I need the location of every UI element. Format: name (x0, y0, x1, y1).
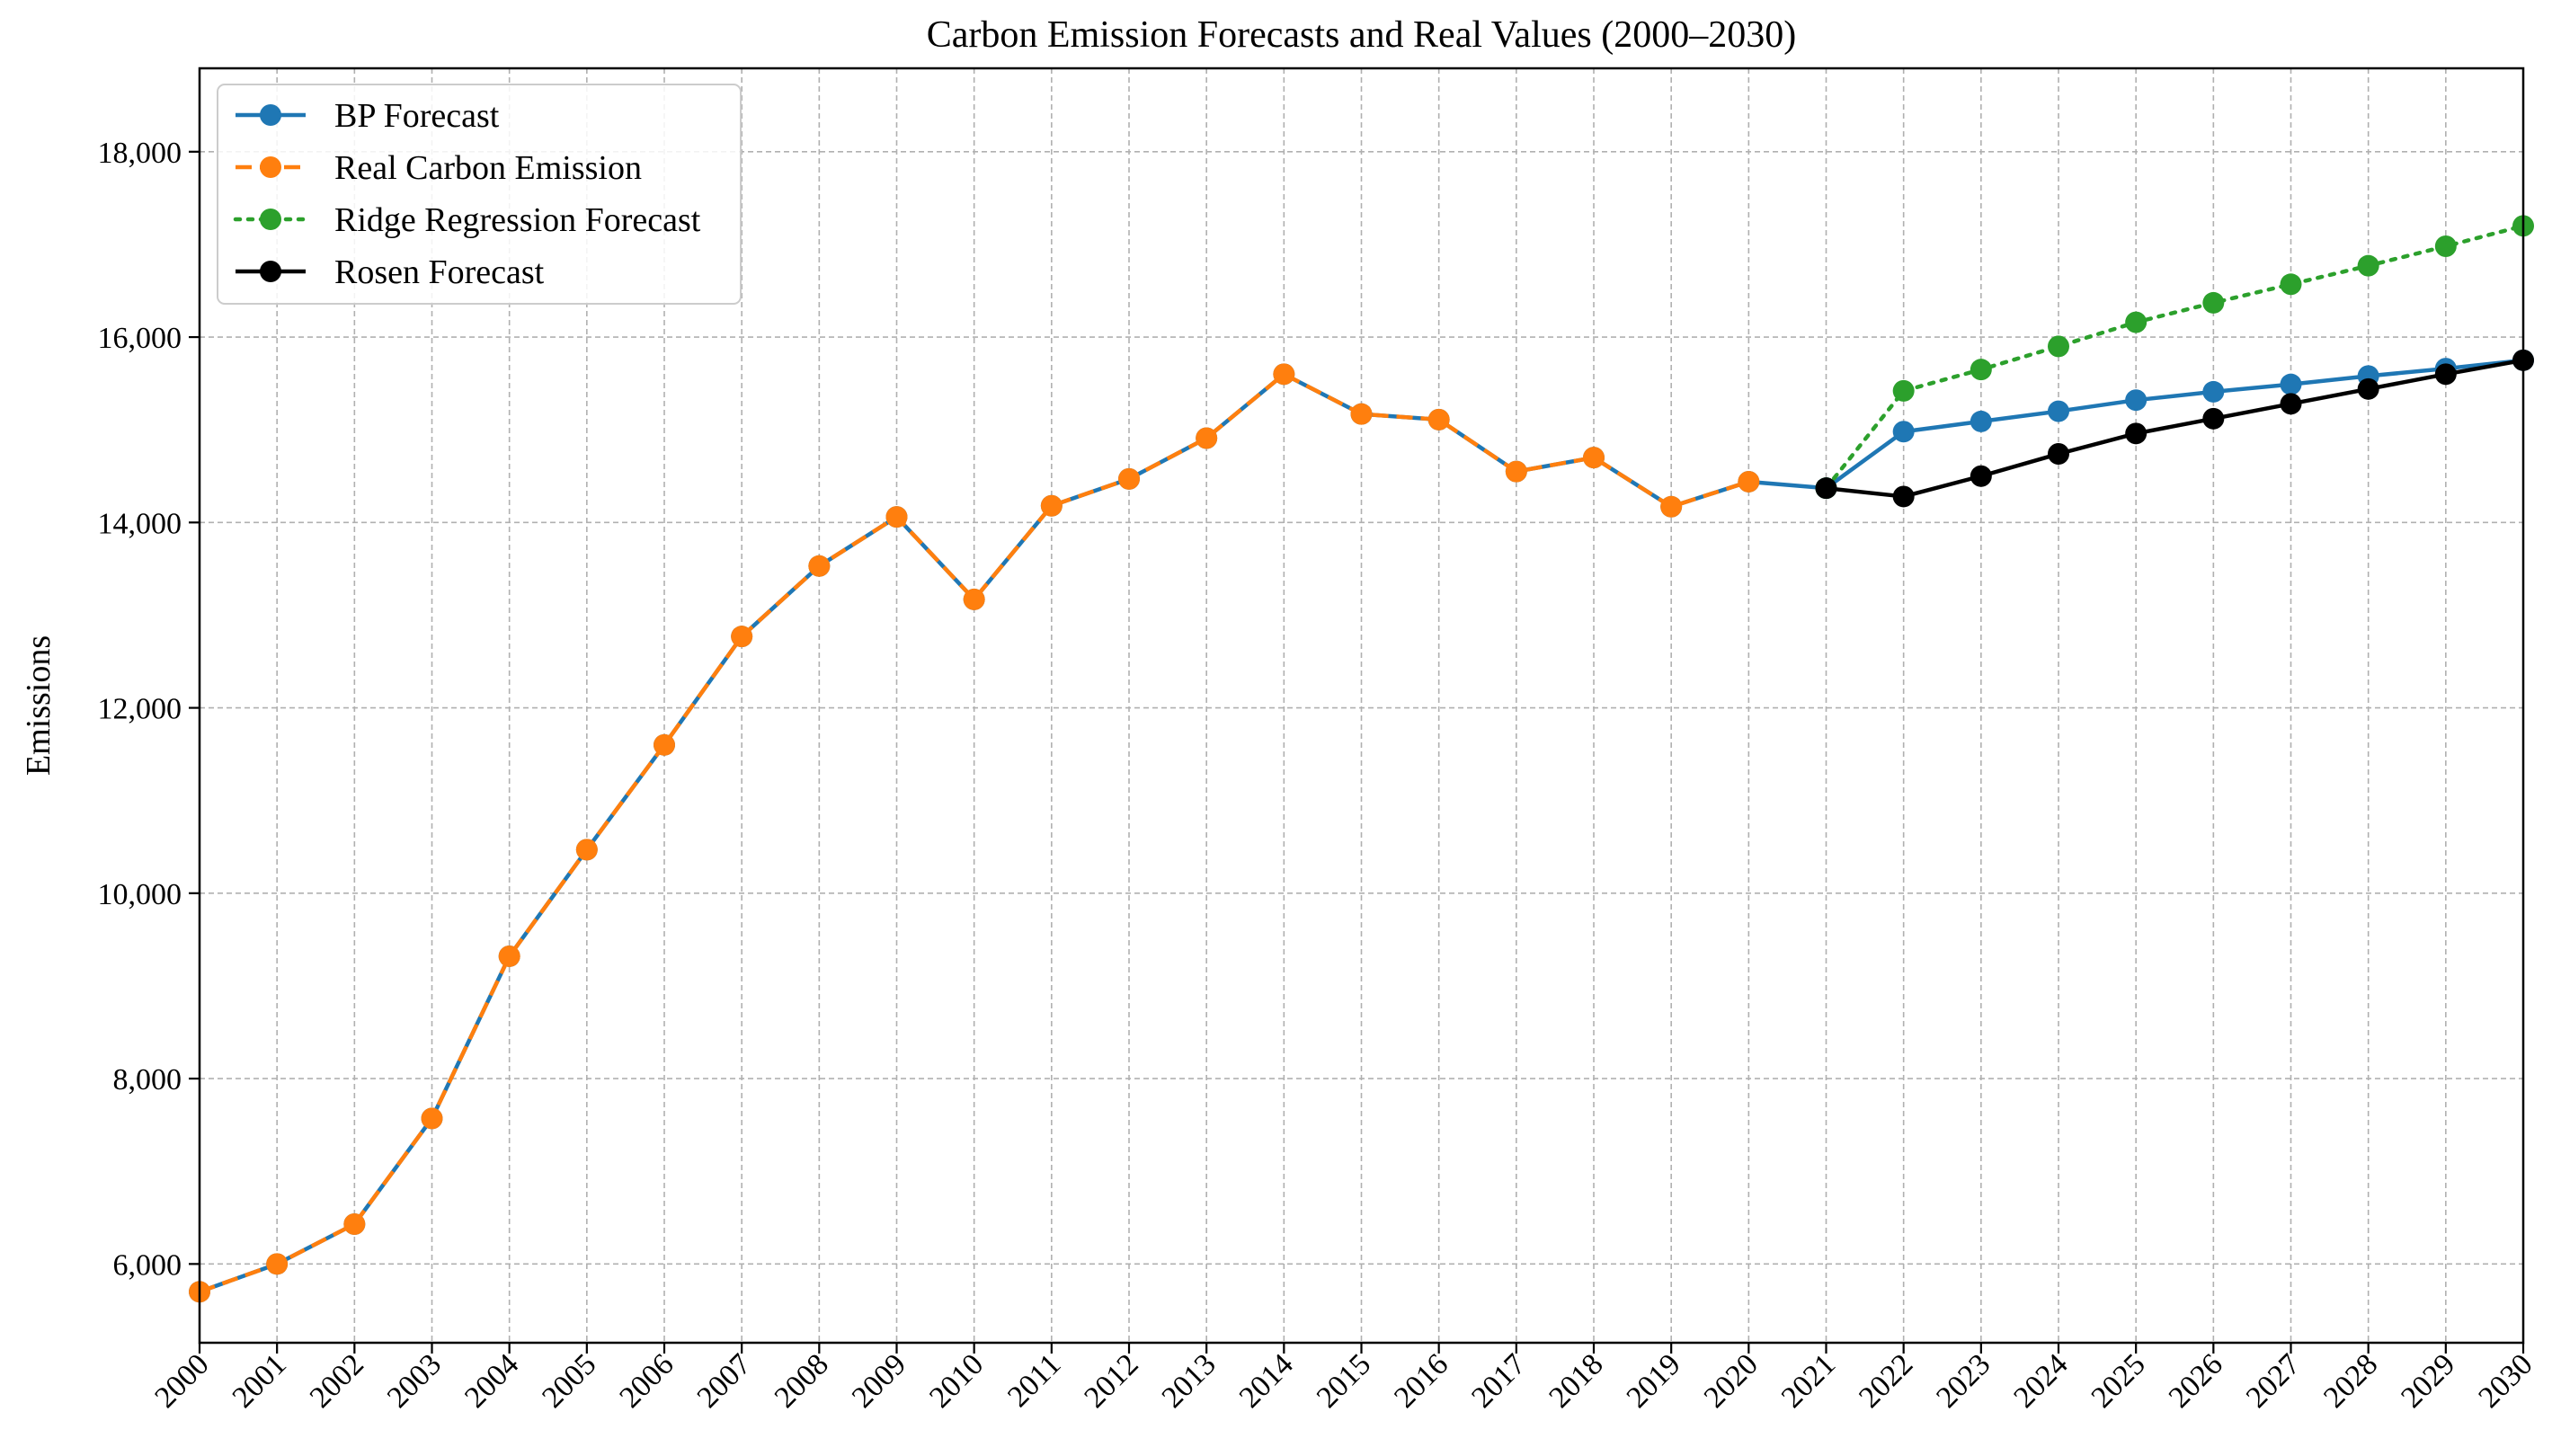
legend-label-real-carbon-emission: Real Carbon Emission (334, 149, 642, 187)
y-tick-label: 8,000 (113, 1063, 182, 1096)
chart-title: Carbon Emission Forecasts and Real Value… (927, 14, 1796, 56)
legend-box (217, 84, 742, 305)
data-point-rosen-forecast (2202, 407, 2225, 430)
data-point-bp-forecast (2280, 373, 2302, 395)
data-point-rosen-forecast (2434, 363, 2457, 386)
data-point-real-carbon-emission (1427, 408, 1450, 431)
y-tick-label: 6,000 (113, 1248, 182, 1282)
series-line-real-carbon-emission (199, 372, 1750, 1294)
legend-item-ridge-regression-forecast[interactable]: Ridge Regression Forecast (233, 201, 701, 239)
data-point-bp-forecast (2048, 400, 2069, 422)
data-point-ridge-regression-forecast (2280, 273, 2302, 296)
series-layer (189, 215, 2534, 1303)
data-point-ridge-regression-forecast (2434, 235, 2457, 258)
legend-marker-bp-forecast (260, 104, 281, 126)
data-point-real-carbon-emission (343, 1212, 366, 1235)
data-point-bp-forecast (1892, 421, 1915, 443)
grid (200, 68, 2523, 1343)
data-point-real-carbon-emission (808, 555, 831, 577)
data-point-ridge-regression-forecast (1892, 379, 1915, 402)
legend-label-rosen-forecast: Rosen Forecast (334, 253, 545, 291)
legend-label-bp-forecast: BP Forecast (334, 97, 500, 135)
data-point-real-carbon-emission (1660, 495, 1683, 518)
data-point-rosen-forecast (1970, 465, 1992, 487)
data-point-real-carbon-emission (1273, 363, 1295, 386)
legend-marker-real-carbon-emission (260, 156, 281, 178)
data-point-ridge-regression-forecast (1970, 359, 1992, 381)
data-point-bp-forecast (1970, 410, 1992, 432)
series-line-ridge-regression-forecast (1824, 224, 2526, 491)
data-point-real-carbon-emission (885, 506, 908, 528)
data-point-rosen-forecast (2280, 393, 2302, 415)
data-point-rosen-forecast (1815, 477, 1837, 500)
data-point-bp-forecast (2202, 380, 2225, 403)
data-point-bp-forecast (2125, 389, 2148, 412)
data-point-real-carbon-emission (266, 1253, 289, 1275)
y-tick-label: 14,000 (98, 507, 182, 540)
data-point-ridge-regression-forecast (2125, 311, 2148, 333)
series-rosen-forecast (1815, 349, 2534, 508)
data-point-real-carbon-emission (1118, 467, 1140, 490)
data-point-real-carbon-emission (1583, 447, 1605, 469)
data-point-real-carbon-emission (1040, 494, 1063, 517)
legend-item-rosen-forecast[interactable]: Rosen Forecast (236, 253, 545, 291)
legend-label-ridge-regression-forecast: Ridge Regression Forecast (334, 201, 701, 239)
data-point-ridge-regression-forecast (2202, 291, 2225, 314)
legend-item-real-carbon-emission[interactable]: Real Carbon Emission (236, 149, 642, 187)
data-point-real-carbon-emission (1196, 427, 1218, 449)
data-point-rosen-forecast (2048, 443, 2069, 466)
y-axis: 6,000 8,000 10,000 12,000 14,000 16,000 18,000 (98, 137, 200, 1282)
legend[interactable]: BP Forecast Real Carbon Emission Ridge Reg… (217, 84, 742, 305)
data-point-real-carbon-emission (1350, 403, 1373, 425)
data-point-real-carbon-emission (963, 588, 985, 610)
legend-marker-ridge-regression-forecast (260, 209, 281, 230)
data-point-rosen-forecast (2125, 422, 2148, 445)
data-point-real-carbon-emission (498, 945, 520, 967)
data-point-real-carbon-emission (1505, 460, 1527, 483)
data-point-real-carbon-emission (421, 1107, 443, 1130)
data-point-real-carbon-emission (731, 626, 753, 648)
legend-item-bp-forecast[interactable]: BP Forecast (236, 97, 500, 135)
data-point-real-carbon-emission (1738, 470, 1760, 493)
y-tick-label: 18,000 (98, 137, 182, 170)
data-point-real-carbon-emission (654, 733, 675, 756)
data-point-ridge-regression-forecast (2048, 335, 2069, 358)
y-tick-label: 12,000 (98, 693, 182, 726)
y-tick-label: 16,000 (98, 322, 182, 355)
data-point-rosen-forecast (1892, 485, 1915, 508)
series-line-rosen-forecast (1826, 358, 2524, 499)
data-point-rosen-forecast (2357, 377, 2379, 400)
series-real-carbon-emission (189, 363, 1760, 1303)
data-point-ridge-regression-forecast (2357, 254, 2379, 277)
data-point-real-carbon-emission (575, 839, 598, 861)
legend-marker-rosen-forecast (260, 261, 281, 282)
y-axis-label: Emissions (20, 635, 58, 776)
y-tick-label: 10,000 (98, 878, 182, 911)
